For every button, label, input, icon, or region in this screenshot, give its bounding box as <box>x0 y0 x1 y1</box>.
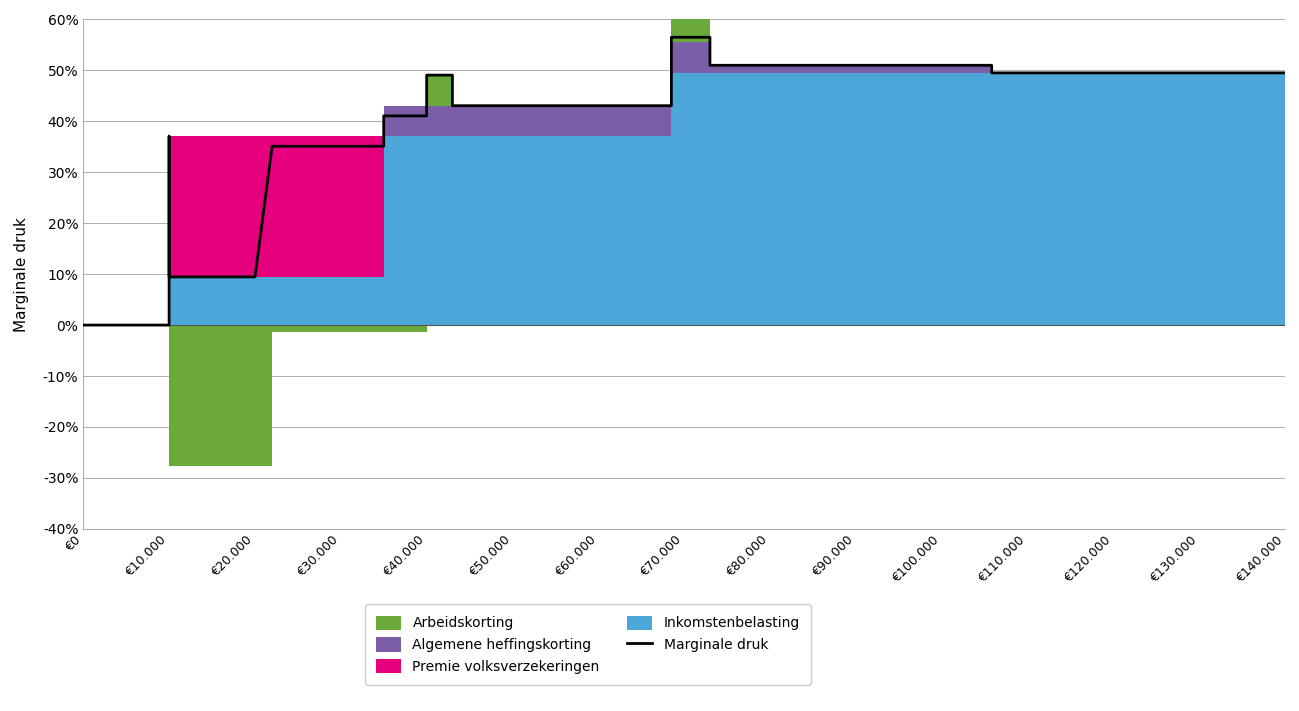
Y-axis label: Marginale druk: Marginale druk <box>14 217 29 331</box>
Legend: Arbeidskorting, Algemene heffingskorting, Premie volksverzekeringen, Inkomstenbe: Arbeidskorting, Algemene heffingskorting… <box>365 604 811 685</box>
